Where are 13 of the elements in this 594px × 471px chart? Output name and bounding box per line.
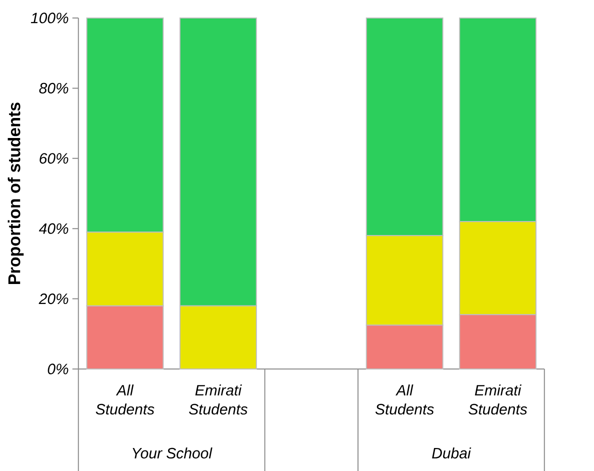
y-tick-label: 40% (38, 223, 68, 234)
y-axis-title: Proportion of students (8, 102, 24, 284)
y-tick-label: 60% (40, 153, 68, 164)
x-tick-label: All Students (96, 384, 154, 415)
y-tick-label: 80% (39, 82, 68, 94)
y-tick-label: 100% (30, 12, 68, 24)
text: Your School (132, 447, 212, 459)
y-tick-label: 20% (38, 293, 68, 304)
x-tick-label: Emirati Students (468, 384, 528, 415)
y-tick-label: 0% (48, 364, 68, 374)
x-tick-label: All Students (375, 384, 434, 415)
x-tick-label: Emirati Students (189, 384, 248, 415)
text: Dubai (432, 447, 472, 459)
